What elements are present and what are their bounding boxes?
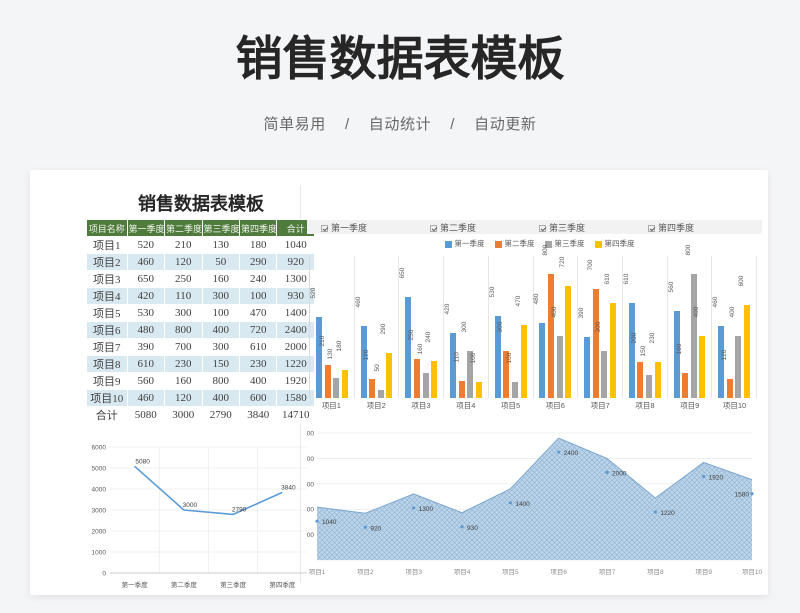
svg-text:1920: 1920 [709, 474, 724, 481]
svg-text:项目5: 项目5 [502, 568, 519, 576]
svg-text:第四季度: 第四季度 [269, 580, 296, 589]
svg-text:1000: 1000 [307, 507, 314, 514]
svg-text:项目10: 项目10 [742, 568, 762, 576]
svg-text:项目6: 项目6 [550, 568, 567, 576]
svg-text:1500: 1500 [307, 481, 314, 488]
svg-text:2000: 2000 [612, 470, 627, 477]
svg-text:5080: 5080 [135, 458, 150, 465]
svg-text:项目1: 项目1 [309, 568, 326, 576]
svg-text:4000: 4000 [92, 487, 107, 494]
svg-text:930: 930 [467, 525, 478, 532]
svg-text:3000: 3000 [183, 502, 198, 509]
svg-text:6000: 6000 [92, 445, 107, 452]
svg-text:2000: 2000 [307, 456, 314, 463]
svg-text:项目2: 项目2 [357, 568, 374, 576]
svg-text:3000: 3000 [92, 508, 107, 515]
svg-text:1000: 1000 [92, 550, 107, 557]
svg-text:第三季度: 第三季度 [220, 580, 247, 589]
svg-text:1400: 1400 [515, 501, 530, 508]
svg-text:0: 0 [102, 571, 106, 578]
svg-text:项目3: 项目3 [405, 568, 422, 576]
svg-text:1040: 1040 [322, 519, 337, 526]
svg-text:920: 920 [370, 525, 381, 532]
svg-text:项目4: 项目4 [454, 568, 471, 576]
svg-text:2000: 2000 [92, 529, 107, 536]
svg-text:2790: 2790 [232, 506, 247, 513]
svg-text:1220: 1220 [660, 510, 675, 517]
svg-text:项目7: 项目7 [599, 568, 616, 576]
svg-text:第二季度: 第二季度 [171, 580, 198, 589]
svg-text:项目9: 项目9 [695, 568, 712, 576]
svg-text:第一季度: 第一季度 [122, 580, 149, 589]
svg-text:1580: 1580 [735, 492, 750, 499]
svg-text:1300: 1300 [419, 506, 434, 513]
svg-text:5000: 5000 [92, 466, 107, 473]
svg-text:项目8: 项目8 [647, 568, 664, 576]
svg-text:500: 500 [307, 532, 314, 539]
svg-text:2400: 2400 [564, 450, 579, 457]
svg-text:3840: 3840 [281, 484, 296, 491]
svg-text:2500: 2500 [307, 431, 314, 438]
